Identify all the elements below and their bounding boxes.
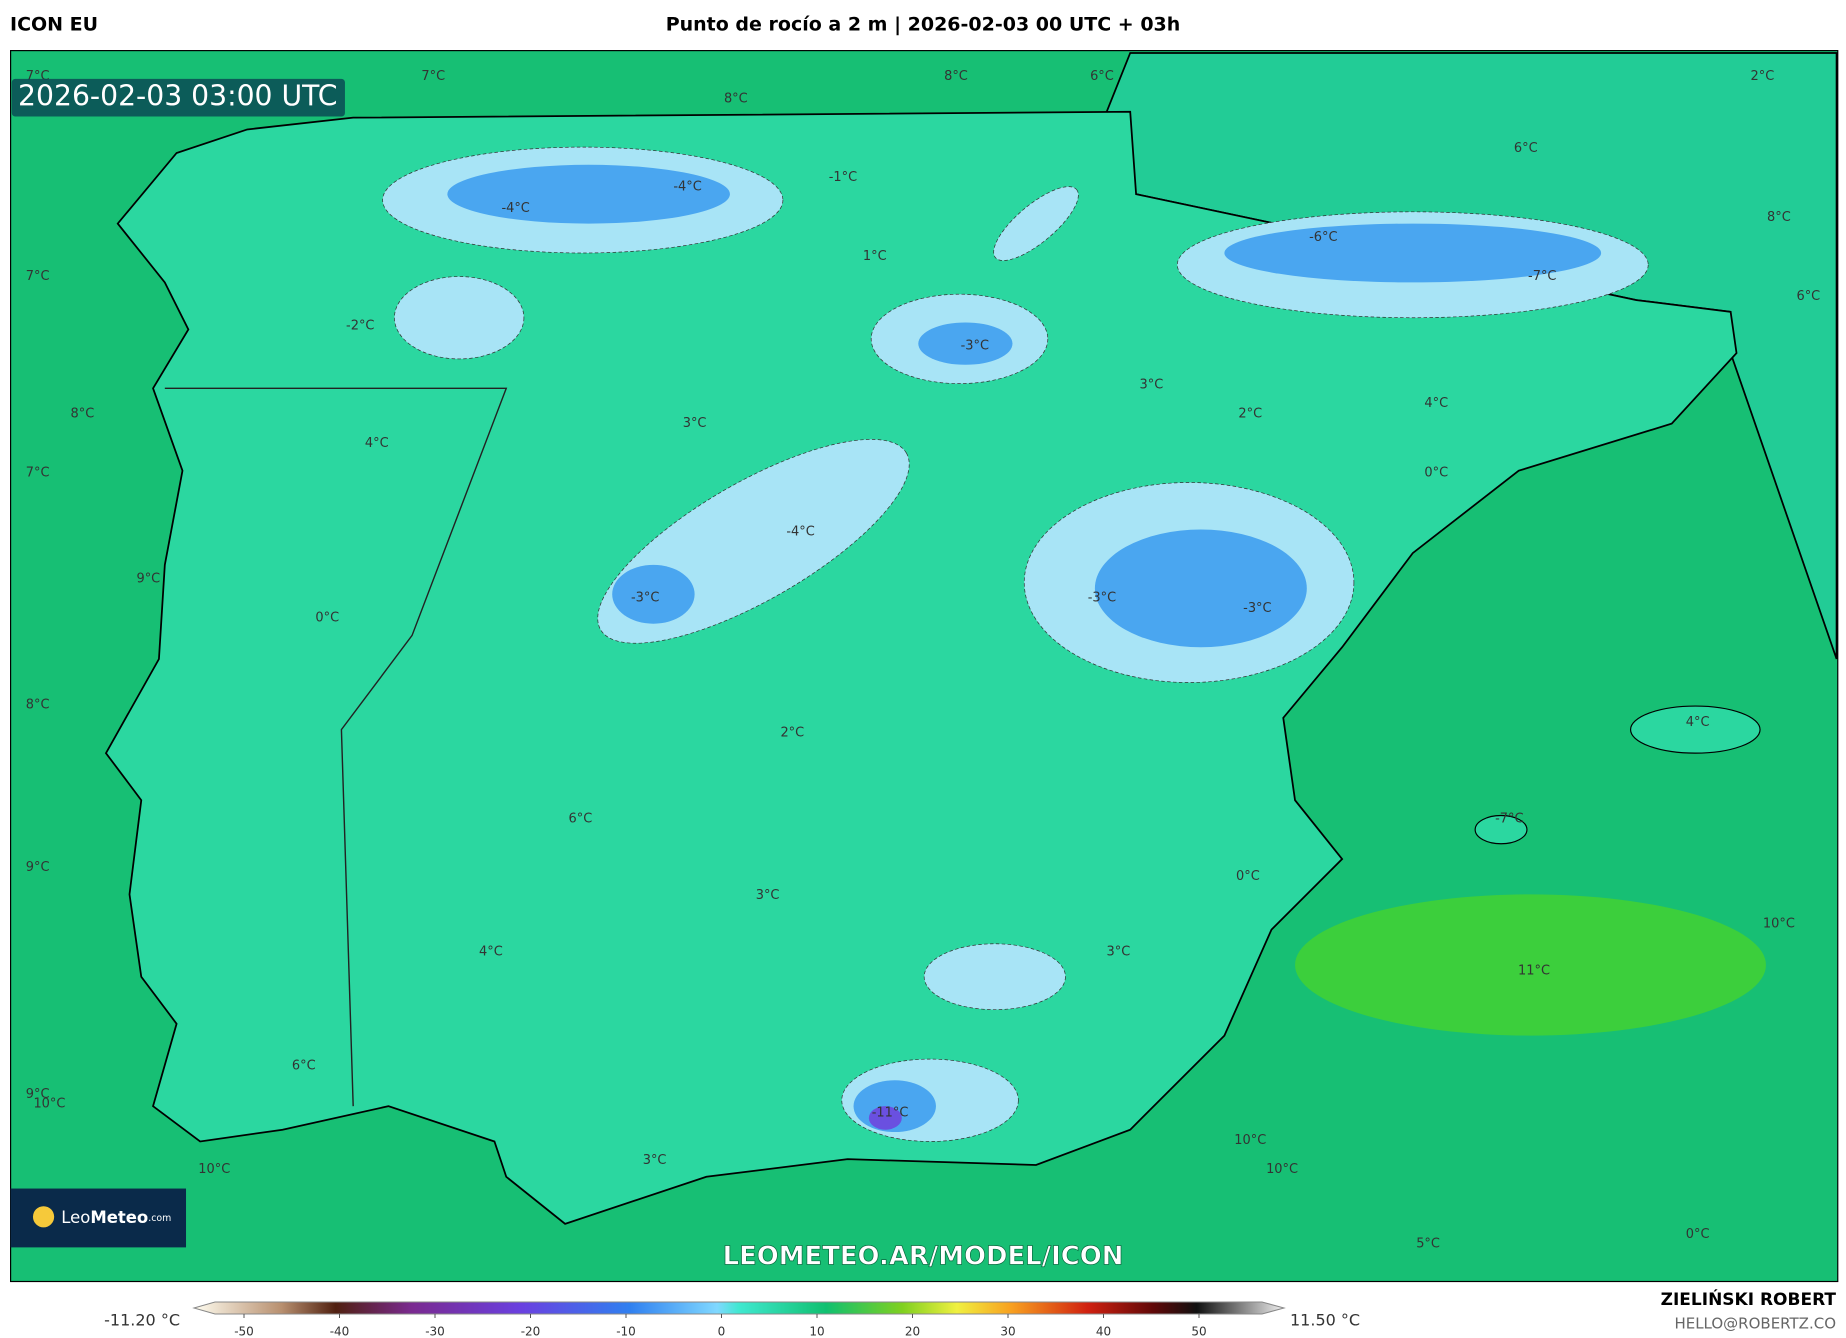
colorbar-tick-label: -10 <box>616 1325 636 1338</box>
temperature-label: -2°C <box>346 318 374 333</box>
temperature-label: -3°C <box>631 590 659 605</box>
temperature-label: 6°C <box>292 1059 316 1074</box>
temperature-label: 7°C <box>26 466 50 481</box>
temperature-label: 10°C <box>198 1162 230 1177</box>
temperature-label: 10°C <box>1266 1162 1298 1177</box>
temperature-label: 9°C <box>26 1087 50 1102</box>
temperature-label: 0°C <box>1424 466 1448 481</box>
colorbar-tick-label: 50 <box>1191 1325 1206 1338</box>
temperature-label: 3°C <box>683 416 707 431</box>
temperature-label: 0°C <box>315 610 339 625</box>
temperature-label: 8°C <box>724 91 748 106</box>
temperature-label: -3°C <box>1243 601 1271 616</box>
temperature-label: 4°C <box>1686 715 1710 730</box>
temperature-label: -4°C <box>786 524 814 539</box>
temperature-label: 5°C <box>1416 1236 1440 1251</box>
temperature-label: 9°C <box>136 571 160 586</box>
map: 7°C 7°C 8°C 8°C 6°C 2°C 6°C 8°C 6°C 7°C -4°C -4°C -1… <box>10 50 1839 1283</box>
email: HELLO@ROBERTZ.CO <box>1674 1315 1836 1333</box>
temperature-label: -1°C <box>829 170 857 185</box>
logo-name-bold: Meteo <box>90 1207 148 1226</box>
colorbar-tick-label: -20 <box>521 1325 541 1338</box>
temperature-label: -7°C <box>1495 812 1523 827</box>
colorbar-tick-label: 10 <box>809 1325 824 1338</box>
temperature-label: 4°C <box>1424 396 1448 411</box>
border <box>164 387 508 1107</box>
watermark: LEOMETEO.AR/MODEL/ICON <box>723 1241 1124 1271</box>
logo-text: LeoMeteo.com <box>61 1207 171 1226</box>
colorbar-tick-label: -40 <box>330 1325 350 1338</box>
temperature-label: 2°C <box>1238 407 1262 422</box>
author: ZIELIŃSKI ROBERT <box>1661 1288 1837 1310</box>
model-name: ICON EU <box>10 14 98 36</box>
temperature-label: 4°C <box>365 436 389 451</box>
temperature-label: 7°C <box>421 69 445 84</box>
temperature-label: 7°C <box>26 269 50 284</box>
logo-name: Leo <box>61 1207 90 1226</box>
temperature-label: 9°C <box>26 860 50 875</box>
temperature-label: 8°C <box>1767 210 1791 225</box>
temperature-label: -4°C <box>501 201 529 216</box>
logo-suffix: .com <box>148 1212 171 1223</box>
colorbar-tick-label: -50 <box>234 1325 254 1338</box>
colorbar-tick-label: -30 <box>425 1325 445 1338</box>
ibiza <box>1474 814 1528 845</box>
temperature-label: 10°C <box>33 1096 65 1111</box>
temperature-label: 6°C <box>1514 141 1538 156</box>
coldest-area <box>868 1106 902 1130</box>
temperature-label: -3°C <box>961 338 989 353</box>
colorbar-tick-label: 40 <box>1096 1325 1111 1338</box>
temperature-label: 6°C <box>569 812 593 827</box>
temperature-label: 3°C <box>643 1153 667 1168</box>
temperature-label: -7°C <box>1528 269 1556 284</box>
iberia <box>104 110 1738 1225</box>
temperature-label: -6°C <box>1309 230 1337 245</box>
warm-area <box>1295 894 1766 1036</box>
temperature-label: -3°C <box>1088 590 1116 605</box>
temperature-label: 4°C <box>479 945 503 960</box>
colorbar-tick-label: 0 <box>718 1325 726 1338</box>
colorbar-min: -11.20 °C <box>104 1311 180 1330</box>
colorbar-tick-label: 30 <box>1000 1325 1015 1338</box>
mallorca <box>1629 705 1761 754</box>
colorbar <box>192 1301 1286 1315</box>
logo-sun <box>32 1206 55 1228</box>
temperature-label: 10°C <box>1763 916 1795 931</box>
temperature-label: 0°C <box>1686 1227 1710 1242</box>
temperature-label: 2°C <box>1751 69 1775 84</box>
colorbar-tick-label: 20 <box>905 1325 920 1338</box>
temperature-label: -4°C <box>673 180 701 195</box>
temperature-label: 6°C <box>1090 69 1114 84</box>
temperature-label: 8°C <box>26 697 50 712</box>
temperature-label: 11°C <box>1518 963 1550 978</box>
temperature-label: 1°C <box>863 249 887 264</box>
temperature-label: 3°C <box>1107 945 1131 960</box>
temperature-label: 8°C <box>944 69 968 84</box>
map-title: Punto de rocío a 2 m | 2026-02-03 00 UTC… <box>666 14 1181 36</box>
timestamp-box <box>11 78 345 117</box>
timestamp: 2026-02-03 03:00 UTC <box>18 80 337 113</box>
temperature-label: 2°C <box>780 726 804 741</box>
temperature-label: -11°C <box>872 1106 909 1121</box>
colder-areas <box>447 164 1602 1133</box>
temperature-label: 8°C <box>71 407 95 422</box>
temperature-label: 3°C <box>1140 377 1164 392</box>
temperature-label: 3°C <box>756 888 780 903</box>
temperature-label: 6°C <box>1796 289 1820 304</box>
temperature-label: 10°C <box>1234 1133 1266 1148</box>
temperature-label: 0°C <box>1236 869 1260 884</box>
colorbar-max: 11.50 °C <box>1290 1311 1360 1330</box>
